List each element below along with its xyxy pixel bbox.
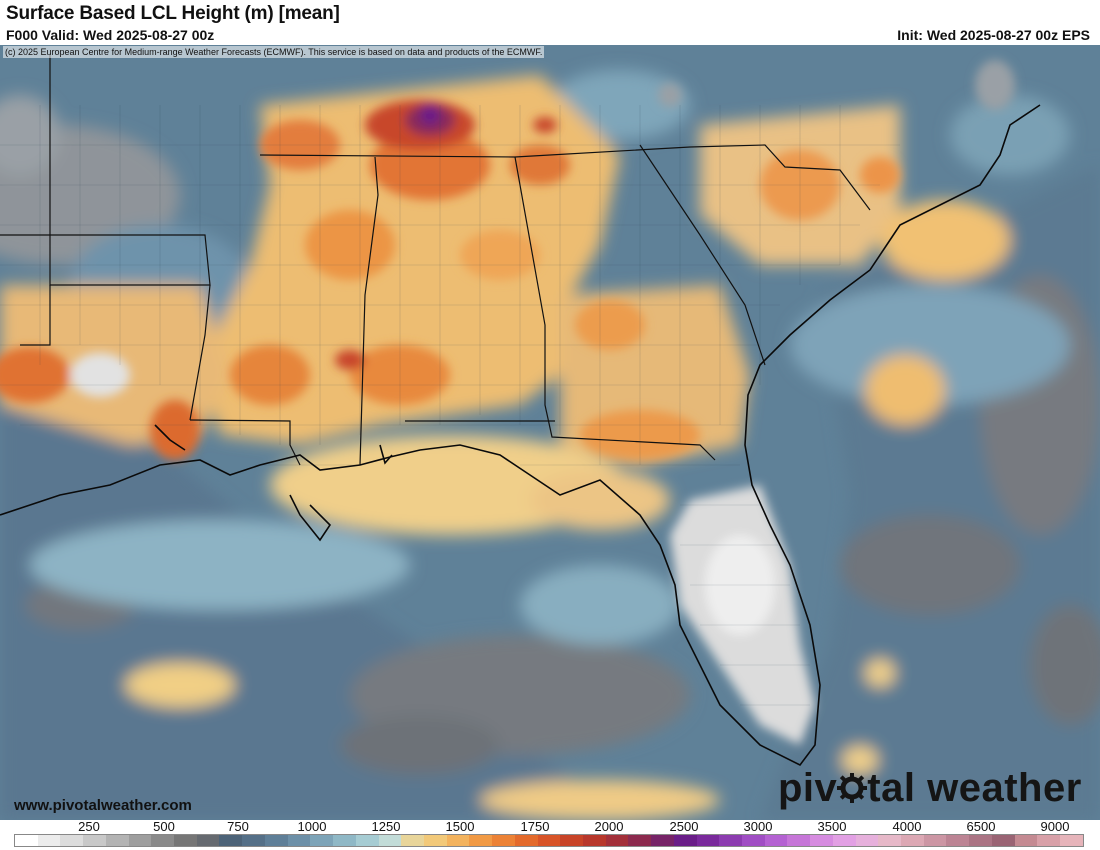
colorbar-swatch xyxy=(151,835,175,846)
colorbar-swatch xyxy=(242,835,265,846)
copyright-notice: (c) 2025 European Centre for Medium-rang… xyxy=(3,46,545,58)
colorbar-swatch xyxy=(378,835,402,846)
colorbar-label: 750 xyxy=(227,819,249,834)
colorbar-swatch xyxy=(719,835,742,846)
site-url-link[interactable]: www.pivotalweather.com xyxy=(14,797,192,814)
colorbar-swatch xyxy=(1014,835,1038,846)
lcl-height-field xyxy=(0,45,1100,820)
coastline xyxy=(0,104,1041,767)
colorbar-label: 3500 xyxy=(817,819,847,834)
logo-text-part1: piv xyxy=(778,766,838,810)
colorbar-swatch xyxy=(446,835,470,846)
colorbar-swatch xyxy=(37,835,61,846)
brand-logo: piv tal weather xyxy=(778,766,1082,811)
colorbar-swatch xyxy=(355,835,379,846)
colorbar-label: 9000 xyxy=(1040,819,1070,834)
colorbar-swatch xyxy=(401,835,424,846)
colorbar-swatch xyxy=(423,835,447,846)
colorbar-swatch xyxy=(991,835,1015,846)
colorbar-swatch xyxy=(901,835,924,846)
colorbar-swatch xyxy=(60,835,84,846)
colorbar-swatch xyxy=(673,835,697,846)
colorbar-swatch xyxy=(969,835,992,846)
colorbar-swatch xyxy=(923,835,947,846)
logo-text-part2: tal weather xyxy=(867,766,1082,810)
colorbar-swatch xyxy=(1037,835,1061,846)
colorbar-swatch xyxy=(287,835,311,846)
colorbar-swatch xyxy=(15,835,38,846)
colorbar-swatch xyxy=(196,835,220,846)
colorbar-swatch xyxy=(219,835,243,846)
colorbar-swatch xyxy=(560,835,583,846)
colorbar-label: 4000 xyxy=(892,819,922,834)
colorbar-label: 500 xyxy=(153,819,175,834)
colorbar-swatch xyxy=(310,835,334,846)
colorbar xyxy=(14,834,1084,847)
colorbar-swatch xyxy=(83,835,106,846)
colorbar-swatch xyxy=(855,835,879,846)
colorbar-swatch xyxy=(946,835,970,846)
colorbar-swatch xyxy=(810,835,833,846)
colorbar-label: 6500 xyxy=(966,819,996,834)
colorbar-swatch xyxy=(651,835,674,846)
colorbar-swatch xyxy=(537,835,561,846)
colorbar-label: 1000 xyxy=(297,819,327,834)
colorbar-swatch xyxy=(105,835,129,846)
colorbar-swatch xyxy=(174,835,197,846)
colorbar-label: 1250 xyxy=(371,819,401,834)
colorbar-swatch xyxy=(878,835,902,846)
init-time: Init: Wed 2025-08-27 00z EPS xyxy=(897,27,1090,43)
colorbar-swatch xyxy=(264,835,288,846)
colorbar-swatch xyxy=(469,835,493,846)
map-title: Surface Based LCL Height (m) [mean] xyxy=(6,3,340,24)
state-borders xyxy=(0,55,871,466)
colorbar-label: 2000 xyxy=(594,819,624,834)
colorbar-swatch xyxy=(605,835,629,846)
colorbar-swatch xyxy=(1060,835,1083,846)
colorbar-swatch xyxy=(514,835,538,846)
colorbar-label: 250 xyxy=(78,819,100,834)
colorbar-label: 3000 xyxy=(743,819,773,834)
colorbar-label: 2500 xyxy=(669,819,699,834)
colorbar-swatch xyxy=(696,835,720,846)
weather-map[interactable] xyxy=(0,45,1100,820)
colorbar-label: 1500 xyxy=(445,819,475,834)
colorbar-swatch xyxy=(628,835,652,846)
colorbar-swatch xyxy=(492,835,515,846)
colorbar-swatch xyxy=(787,835,811,846)
colorbar-labels: 250 500 750 1000 1250 1500 1750 2000 250… xyxy=(0,819,1100,834)
colorbar-swatch xyxy=(742,835,765,846)
colorbar-swatch xyxy=(832,835,856,846)
colorbar-swatch xyxy=(333,835,356,846)
valid-time: F000 Valid: Wed 2025-08-27 00z xyxy=(6,27,215,43)
colorbar-swatch xyxy=(582,835,606,846)
colorbar-swatch xyxy=(764,835,788,846)
colorbar-label: 1750 xyxy=(520,819,550,834)
colorbar-swatch xyxy=(128,835,152,846)
gear-icon xyxy=(837,768,868,803)
